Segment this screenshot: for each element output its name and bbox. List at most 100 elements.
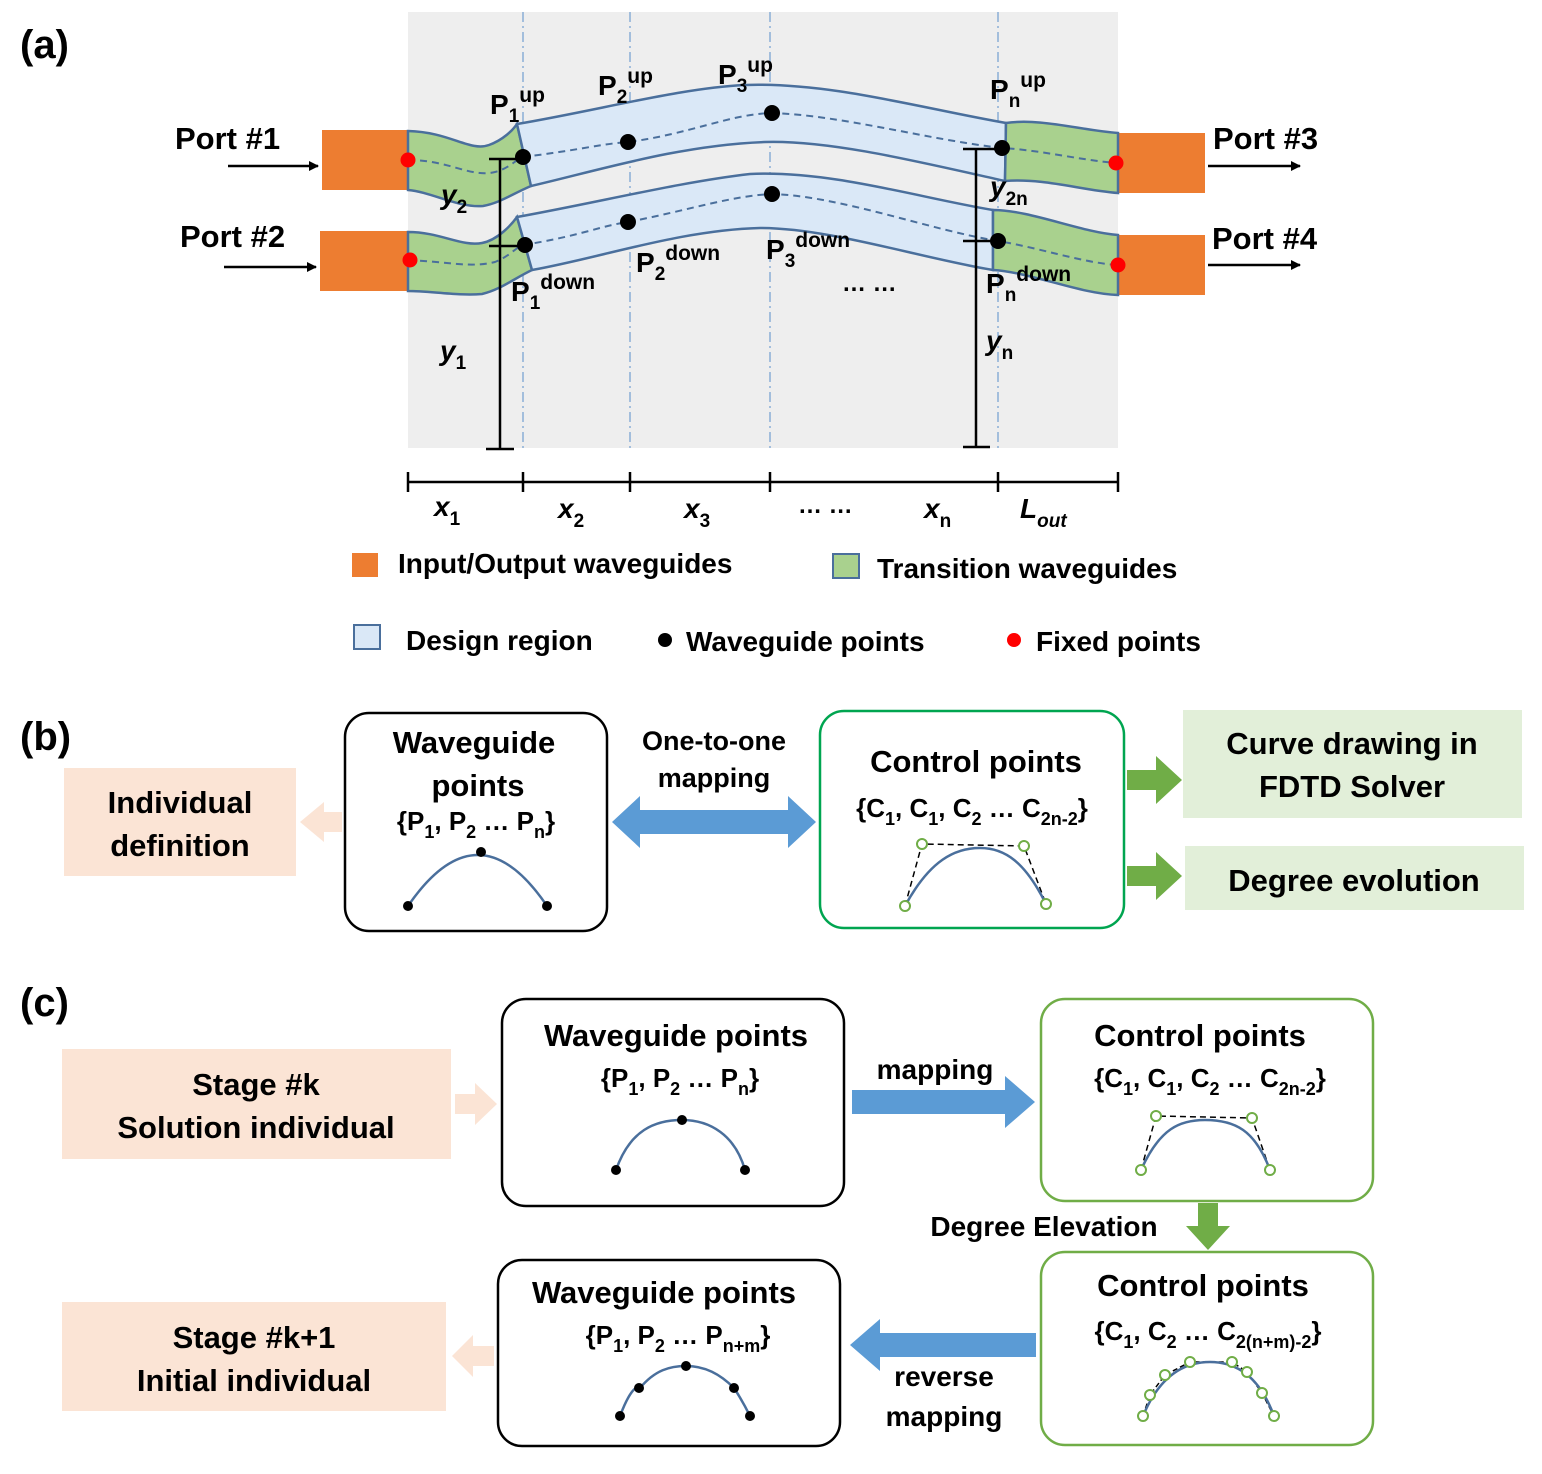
curve-drawing-line1: Curve drawing in [1226, 726, 1477, 761]
wg-set-c1: {P1, P2 … Pn} [601, 1063, 759, 1099]
control-polygon-b [904, 843, 1047, 907]
cp-title-b: Control points [870, 744, 1082, 779]
mapping-label: mapping [877, 1054, 994, 1085]
wg-curve-b-point [403, 901, 413, 911]
stage-k-line1: Stage #k [192, 1067, 320, 1102]
curve-drawing-box [1183, 710, 1522, 818]
individual-arrow [300, 802, 342, 842]
wg2-set: {P1, P2 … Pn+m} [586, 1320, 771, 1356]
cp-set-c1: {C1, C1, C2 … C2n-2} [1094, 1063, 1326, 1099]
p1-up-label: P1up [490, 84, 545, 127]
x1-label: x1 [432, 491, 461, 530]
stage-k-line2: Solution individual [117, 1110, 394, 1145]
green-arrow-degree [1127, 852, 1182, 900]
wg-title-b-line1: Waveguide [393, 725, 556, 760]
stage-k1-line1: Stage #k+1 [173, 1320, 336, 1355]
individual-definition-line2: definition [110, 828, 249, 863]
x-ellipsis: … … [798, 492, 853, 519]
cp-curve-c1 [1139, 1118, 1272, 1171]
legend-transition-label: Transition waveguides [877, 553, 1177, 584]
one-to-one-line2: mapping [658, 763, 771, 793]
p3-up-label: P3up [718, 54, 773, 97]
wg-curve-c1-points [611, 1115, 750, 1175]
degree-evolution-box [1185, 846, 1524, 910]
input-waveguide-1 [322, 130, 408, 190]
panel-b-label: (b) [20, 715, 71, 759]
lout-label: Lout [1020, 493, 1067, 532]
port-3-label: Port #3 [1213, 121, 1318, 156]
legend-fixed-point-marker [1007, 633, 1021, 647]
wg-curve-b-point [476, 847, 486, 857]
cp2-set: {C1, C2 … C2(n+m)-2} [1094, 1316, 1321, 1352]
waveguide-points-box-b [343, 711, 609, 933]
legend-fixed-label: Fixed points [1036, 626, 1201, 657]
degree-elevation-arrow [1186, 1203, 1230, 1250]
control-points-box-b [818, 709, 1126, 930]
p2-down-label: P2down [636, 242, 720, 285]
stage-k1-box [62, 1302, 446, 1411]
panel-a-label: (a) [20, 23, 69, 67]
panel-b: (b) Individual definition Waveguide poin… [20, 709, 1524, 933]
cp-set-b: {C1, C1, C2 … C2n-2} [856, 793, 1088, 829]
p1-down-label: P1down [511, 271, 595, 314]
cp-title-c1: Control points [1094, 1018, 1306, 1053]
wg-curve-b-point [542, 901, 552, 911]
legend-transition-swatch [832, 553, 860, 579]
panel-a: (a) [20, 12, 1318, 657]
y1-label: y1 [438, 335, 467, 374]
wg-title-c1: Waveguide points [544, 1018, 808, 1053]
port-4-label: Port #4 [1212, 221, 1318, 256]
degree-elevation-label: Degree Elevation [930, 1211, 1157, 1242]
waveguide-points-box-c1 [500, 997, 846, 1208]
legend-design-label: Design region [406, 625, 593, 656]
cp-curve-c2 [1141, 1360, 1276, 1417]
curve-drawing-line2: FDTD Solver [1259, 769, 1445, 804]
control-points-box-c2 [1039, 1250, 1375, 1447]
stage-k1-arrow [452, 1335, 494, 1377]
lower-right-transition [991, 208, 1120, 297]
bidirectional-arrow [612, 796, 816, 848]
mapping-arrow [852, 1076, 1035, 1128]
control-polygon-c1 [1140, 1115, 1271, 1171]
stage-k1-line2: Initial individual [137, 1363, 371, 1398]
upper-right-transition [1003, 120, 1120, 195]
pn-down-label: Pndown [986, 263, 1071, 306]
wg-title-b-line2: points [432, 768, 525, 803]
port-arrows [224, 161, 1301, 272]
legend: Input/Output waveguides Transition waveg… [352, 548, 1201, 657]
legend-design-swatch [353, 624, 381, 650]
panel-c: (c) Stage #k Solution individual Wavegui… [20, 981, 1375, 1448]
column-guides [522, 12, 999, 448]
cp2-title: Control points [1097, 1268, 1309, 1303]
port-1-label: Port #1 [175, 121, 280, 156]
control-points-box-c1 [1039, 997, 1375, 1203]
x2-label: x2 [556, 493, 584, 532]
wg-curve-c2-points [615, 1361, 755, 1421]
control-points-c2 [1137, 1356, 1280, 1422]
individual-definition-line1: Individual [108, 785, 253, 820]
control-points-c1 [1135, 1110, 1276, 1176]
legend-io-swatch [352, 553, 378, 577]
x-dimension-bar [406, 472, 1120, 492]
y2-label: y2 [439, 179, 467, 218]
xn-label: xn [922, 493, 951, 532]
middle-ellipsis: … … [842, 270, 897, 297]
control-points-b [899, 838, 1052, 912]
stage-k-arrow [455, 1083, 497, 1125]
output-waveguide-3 [1118, 133, 1205, 193]
port-2-label: Port #2 [180, 219, 285, 254]
degree-evolution-label: Degree evolution [1228, 863, 1480, 898]
green-arrow-curve [1127, 756, 1182, 804]
yn-label: yn [984, 325, 1013, 364]
wg-set-b: {P1, P2 … Pn} [397, 806, 555, 842]
legend-io-label: Input/Output waveguides [398, 548, 732, 579]
input-waveguide-2 [320, 231, 408, 291]
reverse-mapping-arrow [850, 1319, 1036, 1371]
p3-down-label: P3down [766, 229, 850, 272]
legend-wg-points-label: Waveguide points [686, 626, 925, 657]
reverse-mapping-line1: reverse [894, 1361, 994, 1392]
wg2-title: Waveguide points [532, 1275, 796, 1310]
x3-label: x3 [682, 493, 710, 532]
fixed-points [400, 152, 1126, 273]
